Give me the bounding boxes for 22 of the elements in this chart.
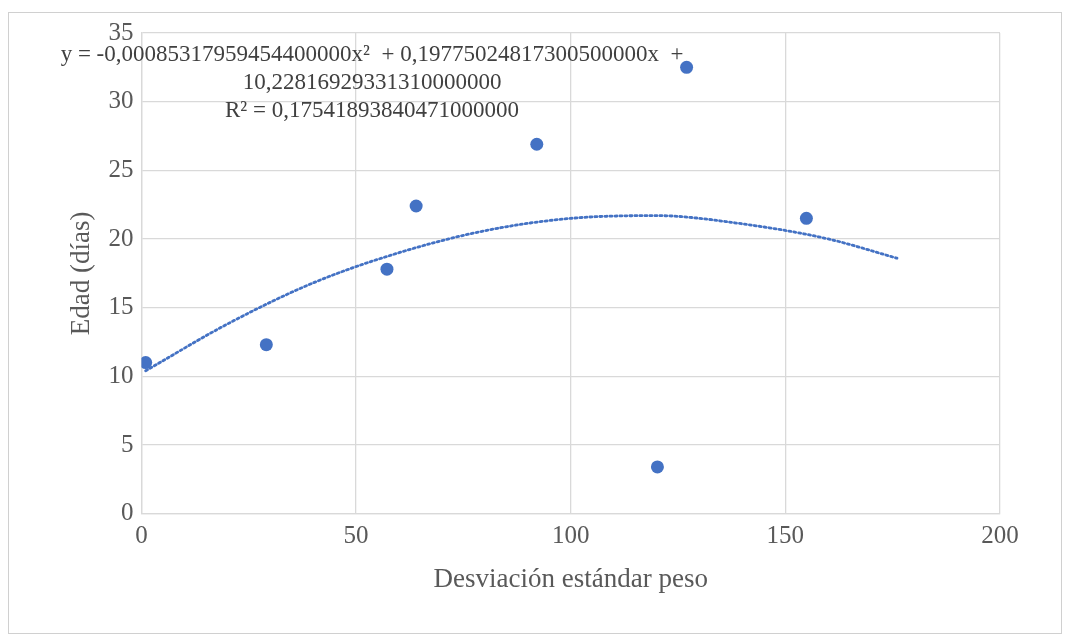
annotation: R² = 0,17541893840471000000 (225, 97, 519, 123)
y-axis-title: Edad (días) (65, 211, 96, 336)
y-tick-label: 15 (108, 292, 134, 320)
x-axis-title: Desviación estándar peso (433, 562, 708, 593)
x-tick-label: 100 (551, 521, 590, 549)
y-tick-label: 10 (108, 360, 134, 388)
y-tick-label: 20 (108, 223, 134, 251)
point (680, 60, 694, 74)
x-tick-label: 150 (766, 521, 805, 549)
x-tick-label: 50 (343, 521, 369, 549)
point (409, 199, 423, 213)
y-tick-label: 25 (108, 154, 134, 182)
point (799, 211, 813, 225)
point (259, 338, 273, 352)
y-tick-label: 5 (120, 429, 134, 457)
point (650, 460, 664, 474)
y-tick-label: 0 (120, 498, 134, 526)
point (141, 356, 153, 370)
point (380, 262, 394, 276)
y-tick-label: 35 (108, 17, 134, 45)
x-tick-label: 200 (981, 521, 1019, 549)
point (530, 137, 544, 151)
